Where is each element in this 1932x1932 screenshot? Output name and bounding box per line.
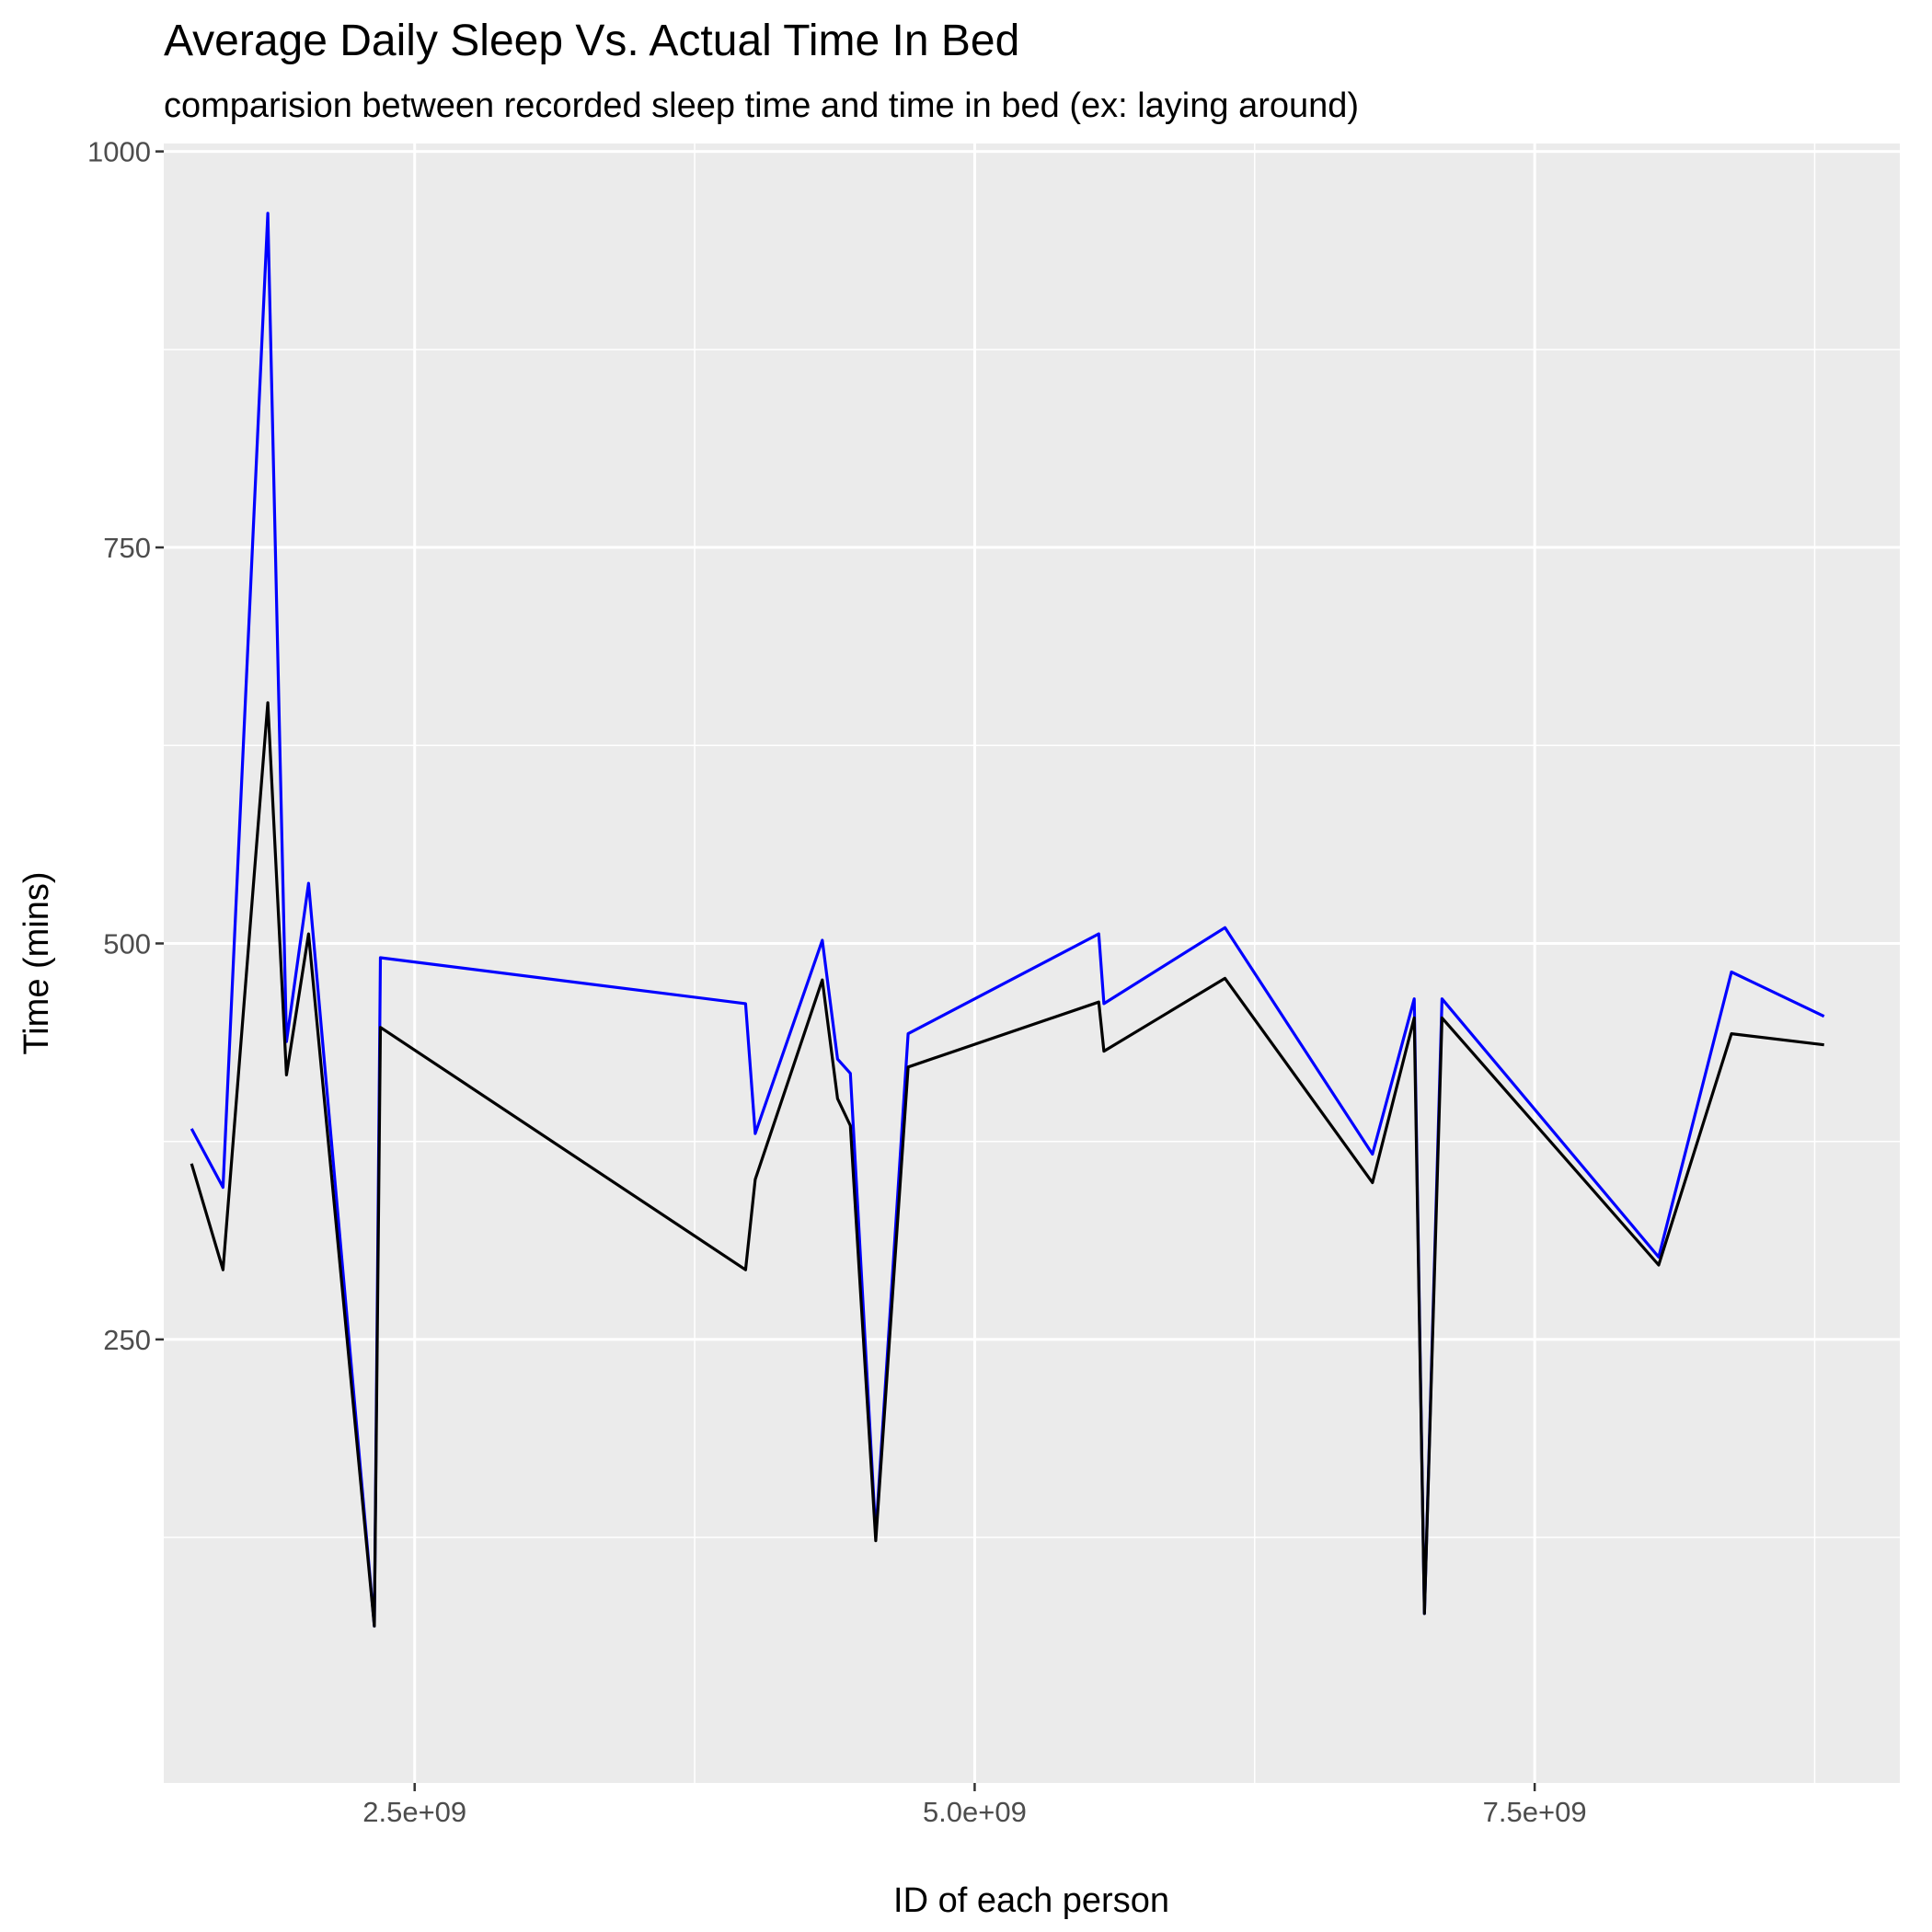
y-tick-label: 250 [103,1324,151,1356]
series-layer [190,212,1825,1628]
x-tick-label: 7.5e+09 [1483,1796,1587,1828]
plot-panel [164,144,1900,1783]
x-axis: 2.5e+09 5.0e+09 7.5e+09 [362,1783,1587,1828]
y-tick-label: 750 [103,532,151,564]
series-2-line [190,701,1824,1628]
y-axis: 250 500 750 1000 [87,136,164,1356]
y-tick-label: 500 [103,927,151,960]
minor-gridlines [133,144,1900,1783]
y-axis-title: Time (mins) [17,871,56,1054]
chart-title: Average Daily Sleep Vs. Actual Time In B… [164,17,1019,65]
x-tick-label: 5.0e+09 [923,1796,1027,1828]
y-tick-label: 1000 [87,136,151,168]
x-tick-label: 2.5e+09 [362,1796,466,1828]
x-axis-title: ID of each person [893,1881,1169,1920]
major-gridlines [164,144,1900,1783]
chart-subtitle: comparision between recorded sleep time … [164,86,1359,125]
